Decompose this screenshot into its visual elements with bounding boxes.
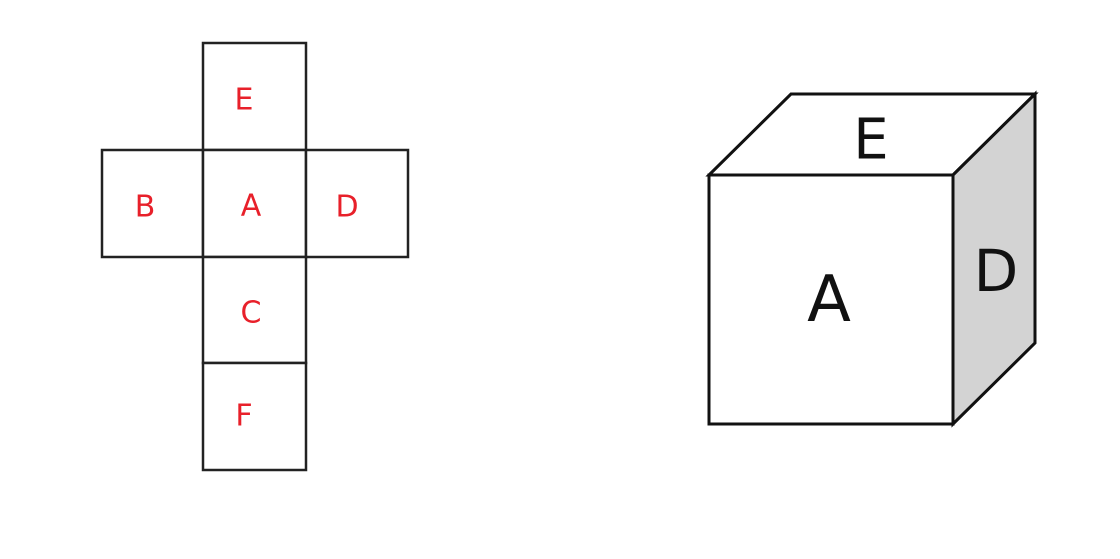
cube-label-side: D [974, 237, 1019, 305]
cube-net: E B A D C F [100, 41, 410, 472]
net-face-center [201, 148, 308, 259]
net-label-left: B [135, 190, 156, 225]
net-label-right: D [335, 190, 358, 225]
cube-front-face [707, 173, 955, 426]
net-face-right [304, 148, 410, 259]
net-label-bottom: F [235, 399, 252, 434]
net-face-below [201, 255, 308, 365]
cube-label-top: E [853, 108, 888, 173]
net-face-bottom [201, 361, 308, 472]
net-label-center: A [241, 189, 262, 224]
net-label-top: E [235, 83, 254, 118]
net-face-left [100, 148, 205, 259]
net-face-top [201, 41, 308, 152]
cube-3d: E A D [705, 90, 1039, 428]
cube-label-front: A [807, 263, 851, 337]
net-label-below: C [241, 296, 262, 331]
